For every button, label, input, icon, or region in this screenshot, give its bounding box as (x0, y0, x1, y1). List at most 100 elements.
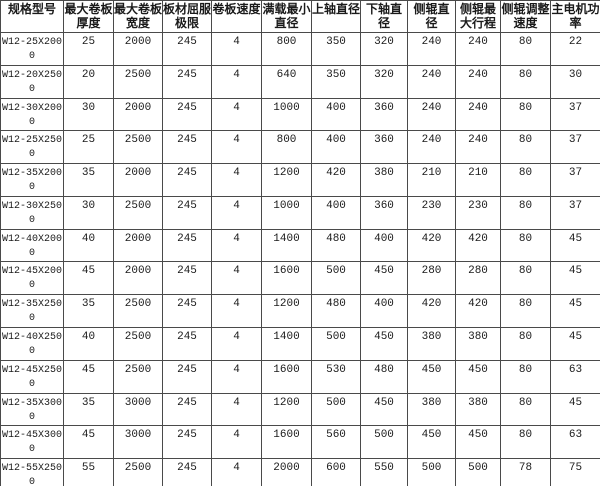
value-cell: 80 (500, 327, 551, 361)
value-cell: 1200 (261, 392, 312, 427)
value-cell: 230 (407, 195, 456, 230)
table-row: W12-40X2500 40 2500 245 4 1400 500 450 380 380 80 4… (0, 327, 600, 361)
value-cell: 1600 (261, 261, 312, 296)
value-cell: 245 (162, 425, 212, 460)
table-row: W12-30X2500 30 2500 245 4 1000 400 360 230 230 80 3… (0, 195, 600, 230)
value-cell: 240 (407, 97, 456, 132)
value-cell: 450 (360, 261, 408, 296)
value-cell: 45 (63, 261, 114, 296)
value-cell: 4 (211, 195, 262, 230)
value-cell: 37 (550, 97, 600, 132)
value-cell: 550 (360, 458, 408, 486)
value-cell: 800 (261, 130, 312, 165)
table-row: W12-45X2000 45 2000 245 4 1600 500 450 280 280 80 4… (0, 261, 600, 296)
value-cell: 450 (360, 392, 408, 427)
column-header-1: 规格型号 (0, 0, 64, 33)
value-cell: 245 (162, 130, 212, 165)
table-header-row: 规格型号 最大卷板厚度 最大卷板宽度 板材屈服极限 卷板速度 满载最小直径 上轴直径 下轴直径… (0, 0, 600, 33)
value-cell: 1600 (261, 359, 312, 394)
value-cell: 80 (500, 97, 551, 132)
value-cell: 240 (407, 32, 456, 66)
value-cell: 4 (211, 32, 262, 66)
value-cell: 80 (500, 64, 551, 99)
value-cell: 240 (407, 130, 456, 165)
column-header-7: 上轴直径 (311, 0, 361, 33)
value-cell: 450 (455, 359, 501, 394)
value-cell: 4 (211, 261, 262, 296)
value-cell: 240 (455, 32, 501, 66)
value-cell: 80 (500, 392, 551, 427)
model-cell: W12-20X2500 (0, 64, 64, 99)
value-cell: 2500 (113, 195, 163, 230)
value-cell: 1600 (261, 425, 312, 460)
value-cell: 400 (311, 130, 361, 165)
value-cell: 560 (311, 425, 361, 460)
model-cell: W12-30X2500 (0, 195, 64, 230)
value-cell: 450 (455, 425, 501, 460)
value-cell: 2500 (113, 458, 163, 486)
value-cell: 2000 (113, 261, 163, 296)
value-cell: 1200 (261, 294, 312, 329)
value-cell: 30 (63, 195, 114, 230)
value-cell: 245 (162, 32, 212, 66)
value-cell: 600 (311, 458, 361, 486)
value-cell: 3000 (113, 425, 163, 460)
value-cell: 380 (455, 327, 501, 361)
value-cell: 245 (162, 458, 212, 486)
value-cell: 245 (162, 294, 212, 329)
value-cell: 450 (407, 425, 456, 460)
value-cell: 25 (63, 32, 114, 66)
value-cell: 245 (162, 97, 212, 132)
value-cell: 360 (360, 130, 408, 165)
value-cell: 400 (360, 294, 408, 329)
column-header-11: 侧辊调整速度 (500, 0, 551, 33)
model-cell: W12-35X2500 (0, 294, 64, 329)
column-header-5: 卷板速度 (211, 0, 262, 33)
value-cell: 500 (311, 261, 361, 296)
value-cell: 75 (550, 458, 600, 486)
value-cell: 4 (211, 97, 262, 132)
value-cell: 245 (162, 359, 212, 394)
value-cell: 2500 (113, 130, 163, 165)
model-cell: W12-45X3000 (0, 425, 64, 460)
value-cell: 45 (550, 392, 600, 427)
value-cell: 3000 (113, 392, 163, 427)
value-cell: 380 (407, 392, 456, 427)
model-cell: W12-55X2500 (0, 458, 64, 486)
value-cell: 480 (360, 359, 408, 394)
value-cell: 80 (500, 228, 551, 263)
value-cell: 80 (500, 261, 551, 296)
value-cell: 240 (455, 64, 501, 99)
column-header-8: 下轴直径 (360, 0, 408, 33)
value-cell: 230 (455, 195, 501, 230)
value-cell: 55 (63, 458, 114, 486)
value-cell: 45 (63, 359, 114, 394)
model-cell: W12-40X2500 (0, 327, 64, 361)
value-cell: 4 (211, 392, 262, 427)
value-cell: 30 (63, 97, 114, 132)
value-cell: 63 (550, 359, 600, 394)
value-cell: 4 (211, 130, 262, 165)
value-cell: 800 (261, 32, 312, 66)
value-cell: 500 (455, 458, 501, 486)
value-cell: 2000 (113, 97, 163, 132)
model-cell: W12-40X2000 (0, 228, 64, 263)
value-cell: 30 (550, 64, 600, 99)
value-cell: 1000 (261, 97, 312, 132)
value-cell: 420 (407, 228, 456, 263)
value-cell: 350 (311, 64, 361, 99)
value-cell: 500 (311, 327, 361, 361)
model-cell: W12-35X3000 (0, 392, 64, 427)
model-cell: W12-25X2500 (0, 130, 64, 165)
value-cell: 280 (407, 261, 456, 296)
value-cell: 450 (407, 359, 456, 394)
column-header-9: 侧辊直径 (407, 0, 456, 33)
table-row: W12-45X2500 45 2500 245 4 1600 530 480 450 450 80 6… (0, 359, 600, 394)
value-cell: 360 (360, 97, 408, 132)
value-cell: 80 (500, 163, 551, 197)
value-cell: 4 (211, 458, 262, 486)
value-cell: 80 (500, 359, 551, 394)
value-cell: 420 (455, 294, 501, 329)
value-cell: 400 (360, 228, 408, 263)
